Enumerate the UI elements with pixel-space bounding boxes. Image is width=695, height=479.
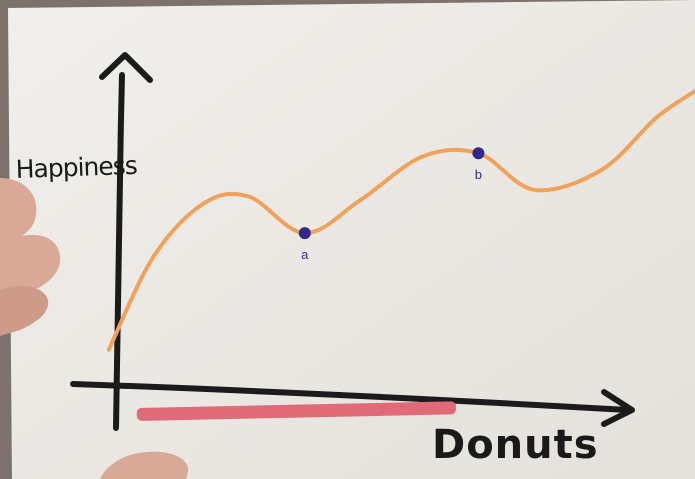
left-hand xyxy=(0,178,61,300)
x-axis-label: Donuts xyxy=(432,422,599,468)
y-axis-arrowhead xyxy=(99,52,153,83)
data-point-a xyxy=(298,227,311,240)
left-hand-lower xyxy=(0,285,49,336)
bottom-hand xyxy=(100,451,189,479)
paper-sheet xyxy=(8,0,695,479)
x-axis-arrowhead xyxy=(601,389,635,427)
x-axis xyxy=(70,381,631,413)
data-point-label-a: a xyxy=(301,247,309,262)
series-line-happiness xyxy=(106,88,695,352)
y-axis-label: Happiness xyxy=(15,151,137,184)
data-point-b xyxy=(472,147,485,160)
data-point-label-b: b xyxy=(475,167,482,182)
range-bar xyxy=(136,401,456,421)
